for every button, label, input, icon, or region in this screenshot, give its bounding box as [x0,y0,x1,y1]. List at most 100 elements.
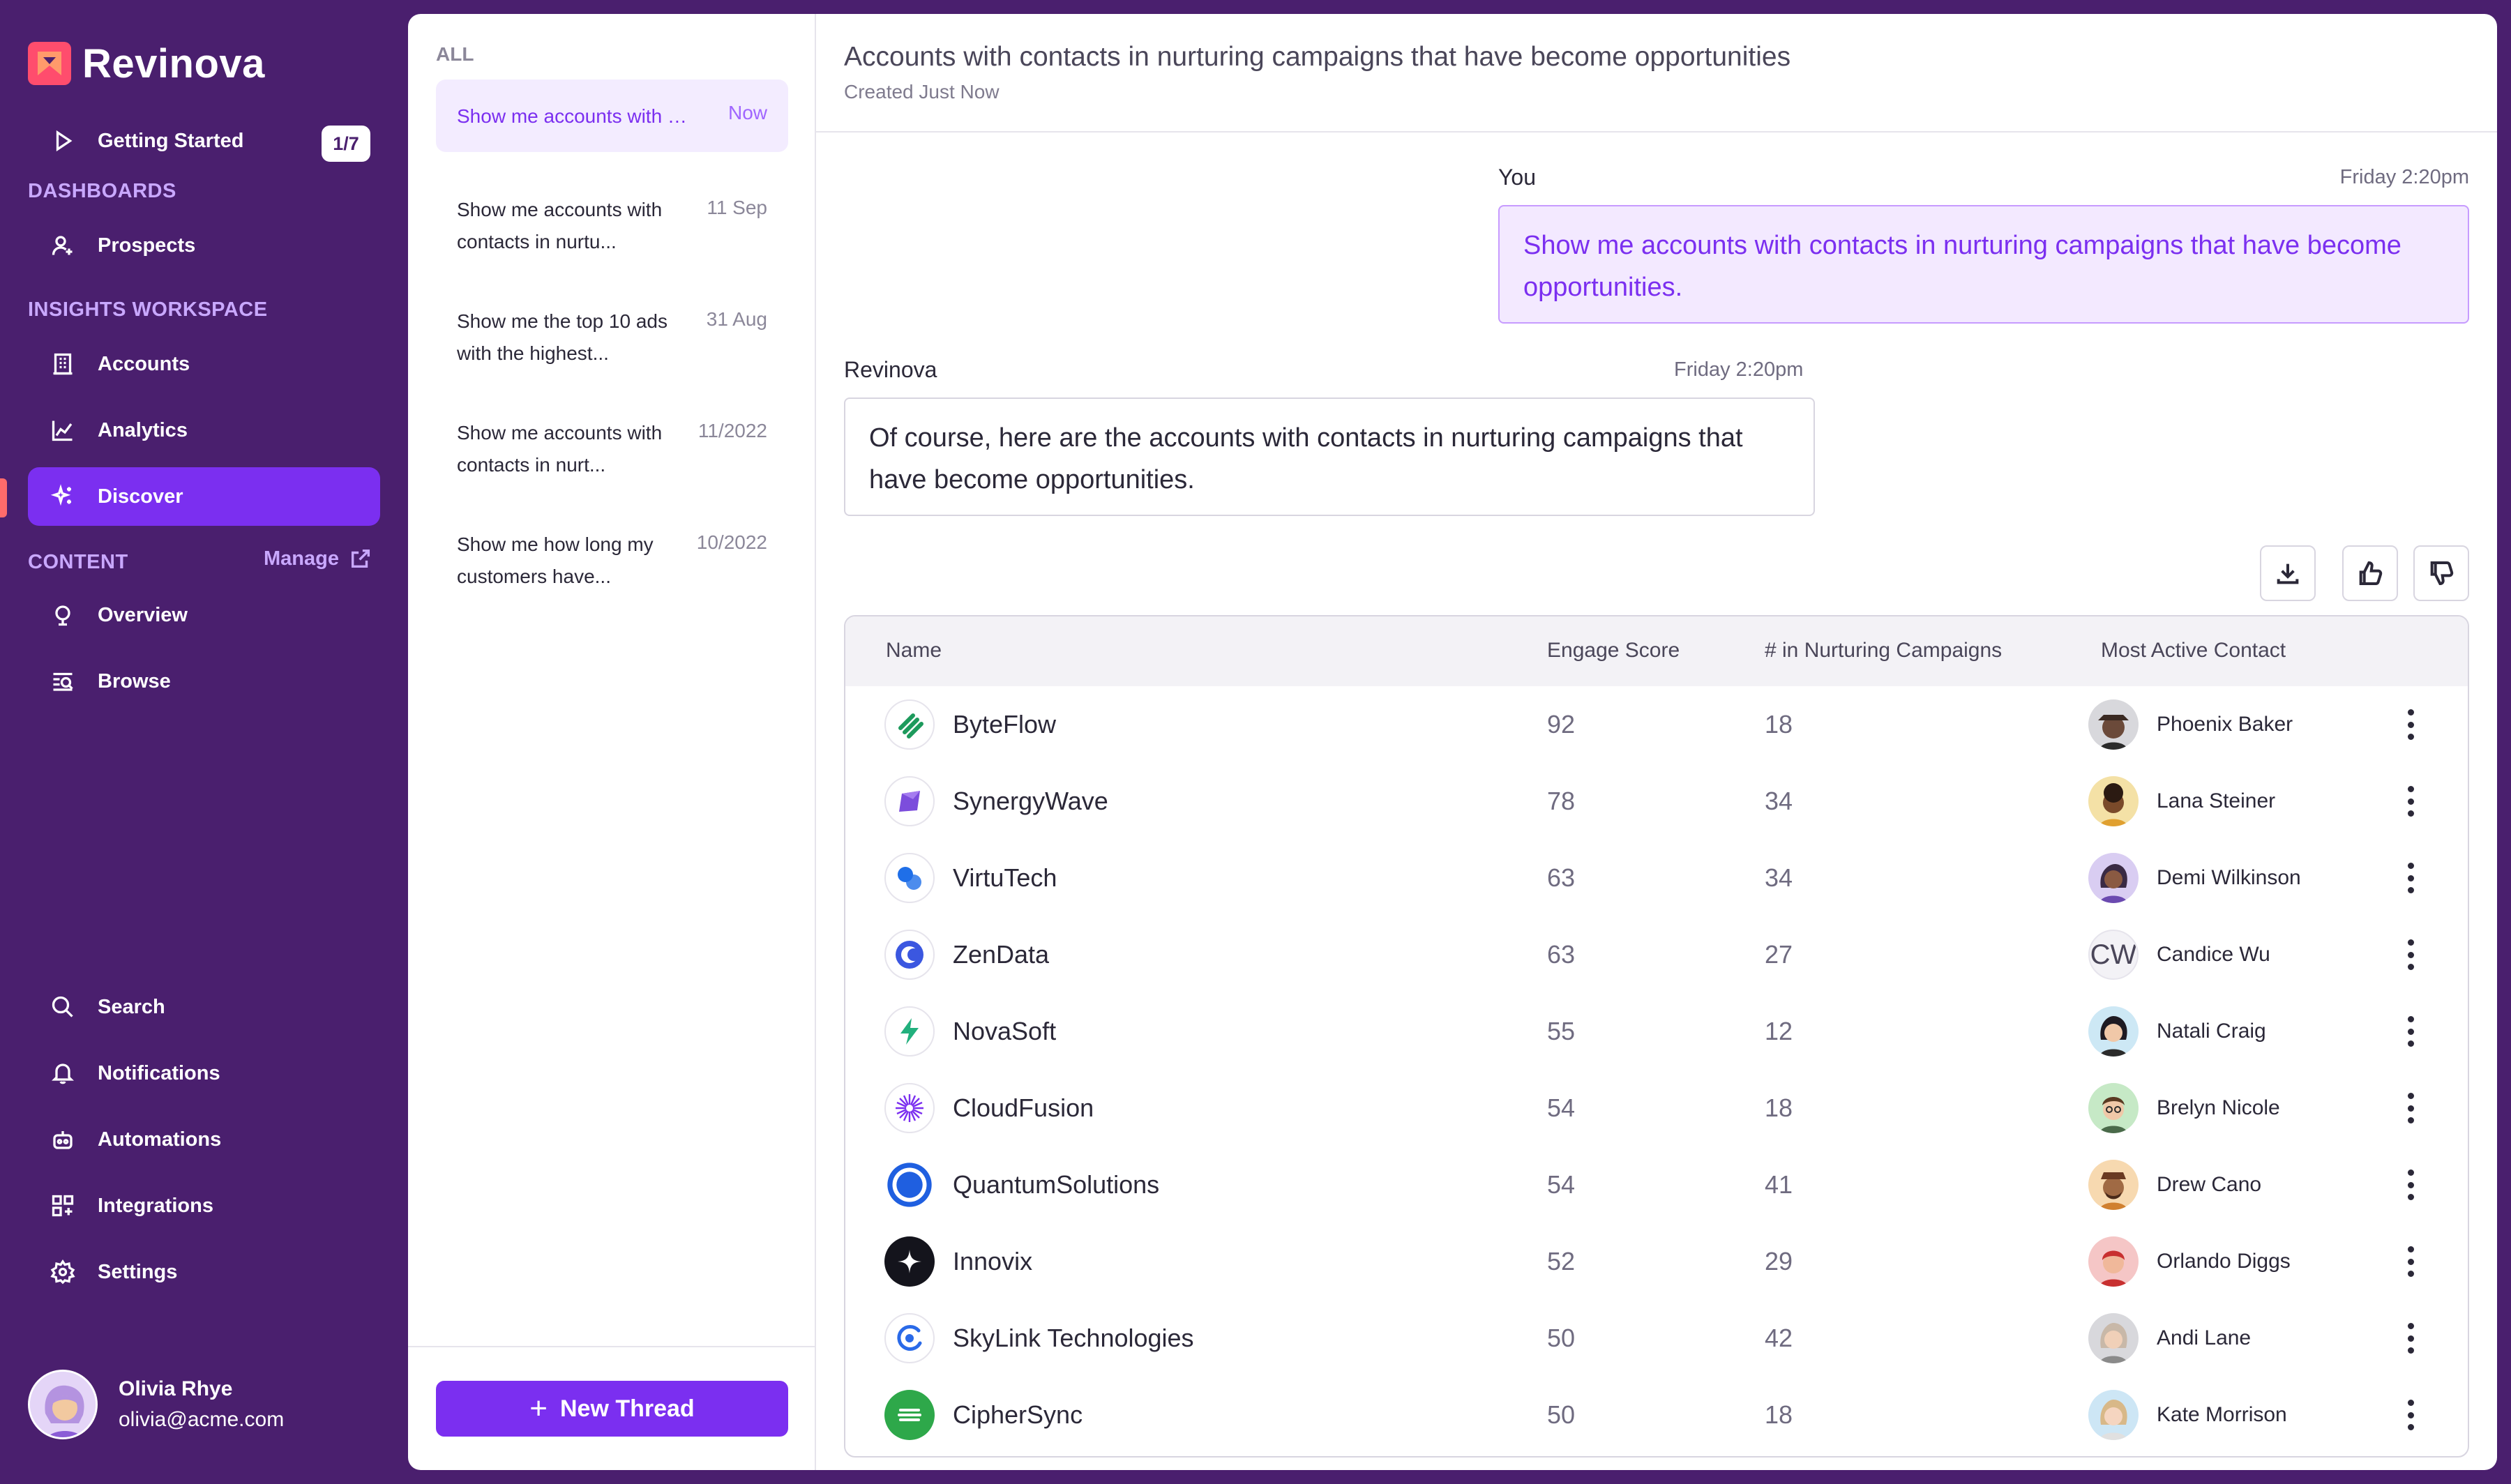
account-name[interactable]: ByteFlow [953,710,1057,739]
sidebar-item-settings[interactable]: Settings [28,1243,380,1301]
thread-item[interactable]: Show me accounts with contacts in nurt..… [436,400,788,498]
sidebar-item-label: Settings [98,1260,178,1283]
user-profile[interactable]: Olivia Rhye olivia@acme.com [28,1370,284,1439]
account-name[interactable]: ZenData [953,940,1050,969]
app-logo[interactable]: Revinova [28,39,265,88]
contact-name[interactable]: Lana Steiner [2157,789,2276,812]
campaign-count: 27 [1765,940,1793,969]
thread-item[interactable]: Show me how long my customers have... 10… [436,512,788,610]
column-header[interactable]: Most Active Contact [2101,639,2286,662]
engage-score: 54 [1547,1093,1576,1122]
new-thread-button[interactable]: + New Thread [436,1381,788,1437]
thread-item[interactable]: Show me the top 10 ads with the highest.… [436,289,788,386]
row-menu-icon[interactable] [2402,1246,2419,1277]
account-name[interactable]: CipherSync [953,1400,1083,1429]
account-name[interactable]: NovaSoft [953,1017,1057,1045]
row-menu-icon[interactable] [2402,863,2419,893]
row-menu-icon[interactable] [2402,1093,2419,1123]
campaign-count: 34 [1765,787,1793,815]
column-header[interactable]: # in Nurturing Campaigns [1765,639,2003,662]
sidebar-item-browse[interactable]: Browse [28,652,380,711]
sidebar-item-automations[interactable]: Automations [28,1110,380,1169]
account-name[interactable]: SynergyWave [953,787,1108,815]
thread-title: Show me accounts with contacts in nurt..… [457,422,663,476]
sidebar-item-prospects[interactable]: Prospects [28,216,380,275]
contact-initials-avatar: CW [2088,930,2139,980]
contact-name[interactable]: Candice Wu [2157,943,2270,966]
download-button[interactable] [2260,545,2316,601]
section-dashboards: DASHBOARDS [28,180,176,202]
sidebar-item-discover[interactable]: Discover [28,467,380,526]
engage-score: 92 [1547,710,1576,739]
campaign-count: 18 [1765,1093,1793,1122]
column-header[interactable]: Name [886,639,942,662]
sidebar-item-overview[interactable]: Overview [28,586,380,644]
thumbs-down-icon [2430,561,2454,586]
table-row[interactable]: QuantumSolutions 54 41 Drew Cano [845,1146,2468,1223]
row-menu-icon[interactable] [2402,1016,2419,1047]
user-message-time: Friday 2:20pm [2339,166,2469,188]
sidebar-item-search[interactable]: Search [28,978,380,1036]
table-row[interactable]: ByteFlow 92 18 Phoenix Baker [845,686,2468,763]
quantumsolutions-logo-icon [884,1160,935,1210]
row-menu-icon[interactable] [2402,709,2419,740]
table-row[interactable]: NovaSoft 55 12 Natali Craig [845,993,2468,1070]
row-menu-icon[interactable] [2402,786,2419,817]
virtutech-logo-icon [884,853,935,903]
bell-icon [49,1059,77,1087]
browse-icon [49,667,77,695]
manage-link[interactable]: Manage [264,547,372,570]
thread-date: 31 Aug [706,308,767,330]
account-name[interactable]: VirtuTech [953,863,1057,892]
sparkle-icon [49,483,77,510]
thumbs-down-button[interactable] [2413,545,2469,601]
contact-name[interactable]: Andi Lane [2157,1326,2252,1349]
gear-icon [49,1258,77,1286]
contact-name[interactable]: Kate Morrison [2157,1403,2287,1426]
contact-name[interactable]: Natali Craig [2157,1020,2266,1043]
row-menu-icon[interactable] [2402,1323,2419,1354]
sidebar-item-integrations[interactable]: Integrations [28,1176,380,1235]
page-title: Accounts with contacts in nurturing camp… [844,42,1791,72]
contact-name[interactable]: Phoenix Baker [2157,713,2293,736]
table-row[interactable]: Innovix 52 29 Orlando Diggs [845,1223,2468,1300]
thumbs-up-button[interactable] [2342,545,2398,601]
user-email: olivia@acme.com [119,1408,285,1431]
row-menu-icon[interactable] [2402,1169,2419,1200]
account-name[interactable]: CloudFusion [953,1093,1094,1122]
campaign-count: 34 [1765,863,1793,892]
row-menu-icon[interactable] [2402,1400,2419,1430]
contact-name[interactable]: Orlando Diggs [2157,1250,2291,1273]
contact-name[interactable]: Demi Wilkinson [2157,866,2301,889]
table-row[interactable]: SkyLink Technologies 50 42 Andi Lane [845,1300,2468,1377]
sidebar-item-getting-started[interactable]: Getting Started 1/7 [28,112,380,170]
sidebar-item-label: Automations [98,1128,222,1151]
thread-item[interactable]: Show me accounts with contacts in nurtu.… [436,177,788,275]
sidebar-item-accounts[interactable]: Accounts [28,335,380,393]
globe-icon [49,601,77,629]
user-plus-icon [49,232,77,259]
thread-item[interactable]: Show me accounts with contacts in nurtur… [436,80,788,152]
contact-name[interactable]: Drew Cano [2157,1173,2262,1196]
column-header[interactable]: Engage Score [1547,639,1680,662]
account-name[interactable]: QuantumSolutions [953,1170,1160,1199]
contact-avatar [2088,1160,2139,1210]
avatar [28,1370,98,1439]
account-name[interactable]: Innovix [953,1247,1033,1275]
sidebar-item-notifications[interactable]: Notifications [28,1044,380,1103]
contact-name[interactable]: Brelyn Nicole [2157,1096,2280,1119]
main-panel: Accounts with contacts in nurturing camp… [816,14,2497,1470]
table-row[interactable]: SynergyWave 78 34 Lana Steiner [845,763,2468,840]
engage-score: 63 [1547,863,1576,892]
table-row[interactable]: CloudFusion 54 18 Brelyn Nicole [845,1070,2468,1146]
sidebar-item-analytics[interactable]: Analytics [28,401,380,460]
row-menu-icon[interactable] [2402,939,2419,970]
skylink-logo-icon [884,1313,935,1363]
table-row[interactable]: CipherSync 50 18 Kate Morrison [845,1377,2468,1453]
table-row[interactable]: ZenData 63 27 CW Candice Wu [845,916,2468,993]
engage-score: 78 [1547,787,1576,815]
account-name[interactable]: SkyLink Technologies [953,1324,1194,1352]
user-message-author: You [1498,165,1536,190]
campaign-count: 29 [1765,1247,1793,1275]
table-row[interactable]: VirtuTech 63 34 Demi Wilkinson [845,840,2468,916]
